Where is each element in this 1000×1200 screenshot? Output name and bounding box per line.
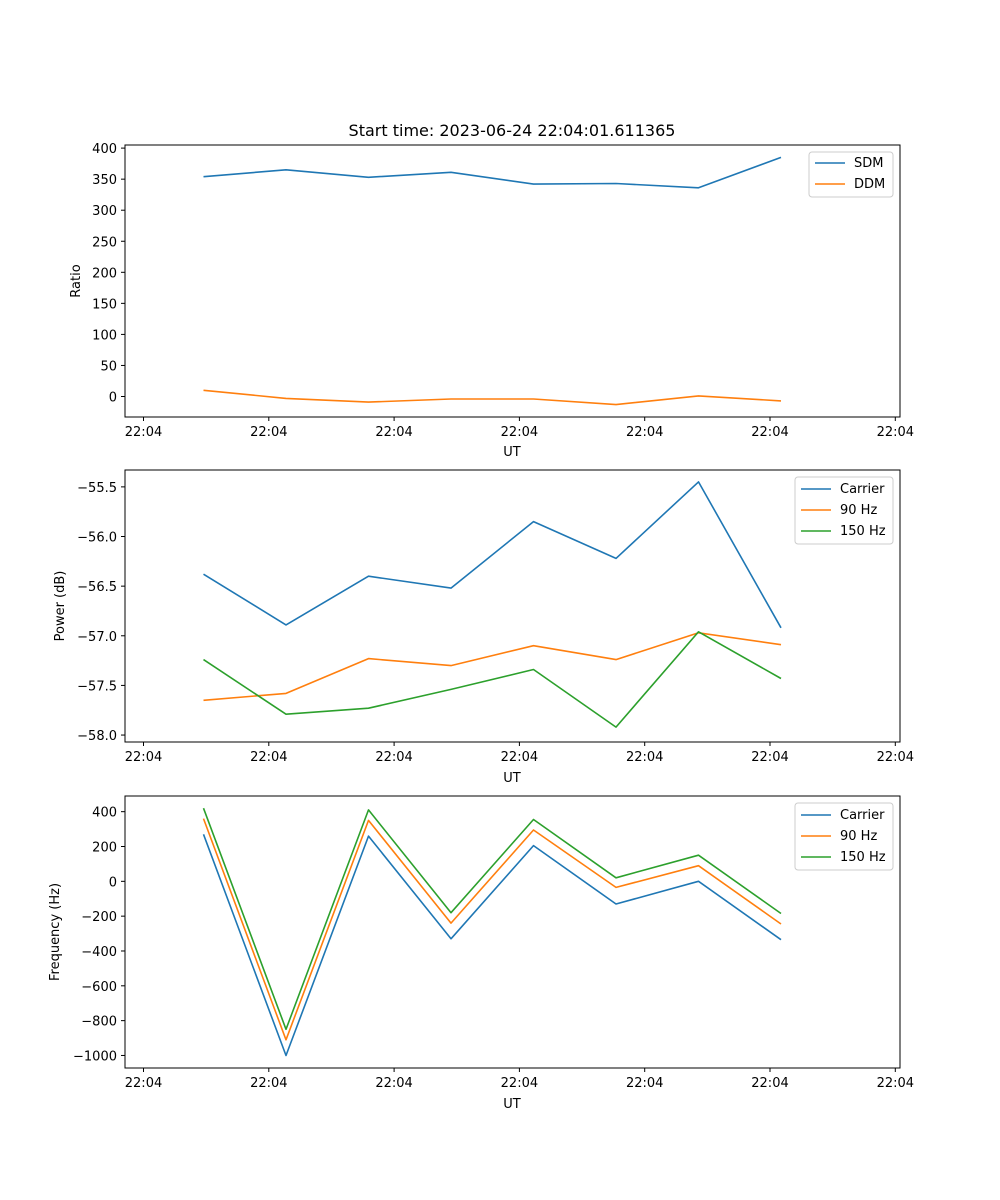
legend-label-sdm: SDM <box>854 156 883 171</box>
series-line-sdm <box>203 156 782 189</box>
plot-area <box>124 469 901 743</box>
x-tick-label: 22:04 <box>375 1076 412 1091</box>
y-tick-label: −200 <box>81 910 117 925</box>
plot-area <box>124 795 901 1069</box>
x-tick-label: 22:04 <box>877 425 914 440</box>
legend-label-ddm: DDM <box>854 177 885 192</box>
y-tick-label: 350 <box>92 173 117 188</box>
y-tick-label: 100 <box>92 328 117 343</box>
series-line-ddm <box>203 389 782 406</box>
x-tick-label: 22:04 <box>877 1076 914 1091</box>
chart-ratio: Start time: 2023-06-24 22:04:01.611365 2… <box>69 121 914 460</box>
y-tick-label: 400 <box>92 806 117 821</box>
y-axis-label: Frequency (Hz) <box>48 883 63 981</box>
legend-label-carrier: Carrier <box>840 482 885 497</box>
x-tick-label: 22:04 <box>751 750 788 765</box>
series-line-90-hz <box>202 818 782 1041</box>
y-axis: −1000 −800 −600 −400 −200 0 200 400 <box>73 806 125 1064</box>
x-tick-label: 22:04 <box>375 425 412 440</box>
legend-label-carrier: Carrier <box>840 808 885 823</box>
x-tick-label: 22:04 <box>501 1076 538 1091</box>
y-tick-label: 200 <box>92 840 117 855</box>
series-lines <box>203 156 782 406</box>
x-axis-label: UT <box>503 445 521 460</box>
x-tick-label: 22:04 <box>125 750 162 765</box>
chart-power: 22:0422:0422:0422:0422:0422:0422:0422:05… <box>53 469 914 786</box>
legend-label-90hz: 90 Hz <box>840 829 877 844</box>
series-line-150-hz <box>202 807 782 1031</box>
x-tick-label: 22:04 <box>250 750 287 765</box>
plot-area <box>124 144 901 418</box>
y-axis-label: Ratio <box>69 264 84 297</box>
y-axis: 0 50 100 150 200 250 300 350 400 <box>92 142 125 406</box>
series-line-carrier <box>202 834 782 1057</box>
x-tick-label: 22:04 <box>501 750 538 765</box>
legend: SDM DDM <box>808 151 894 198</box>
x-tick-label: 22:04 <box>626 750 663 765</box>
legend-label-90hz: 90 Hz <box>840 503 877 518</box>
legend: Carrier 90 Hz 150 Hz <box>794 476 894 545</box>
x-tick-label: 22:04 <box>375 750 412 765</box>
y-tick-label: 300 <box>92 204 117 219</box>
x-tick-label: 22:04 <box>877 750 914 765</box>
x-tick-label: 22:04 <box>250 1076 287 1091</box>
series-line-90-hz <box>203 631 782 702</box>
legend-box <box>794 802 894 871</box>
y-tick-label: 50 <box>100 359 117 374</box>
series-lines <box>203 481 782 728</box>
x-tick-label: 22:04 <box>751 425 788 440</box>
chart-title: Start time: 2023-06-24 22:04:01.611365 <box>349 121 676 140</box>
y-tick-label: −400 <box>81 945 117 960</box>
series-line-carrier <box>203 481 782 629</box>
y-tick-label: 250 <box>92 235 117 250</box>
y-tick-label: −56.0 <box>77 531 117 546</box>
x-tick-label: 22:04 <box>501 425 538 440</box>
x-tick-label: 22:04 <box>626 425 663 440</box>
y-axis: −58.0 −57.5 −57.0 −56.5 −56.0 −55.5 <box>77 481 125 744</box>
y-tick-label: −1000 <box>73 1049 117 1064</box>
y-axis-label: Power (dB) <box>53 571 68 642</box>
x-tick-label: 22:04 <box>125 425 162 440</box>
x-tick-label: 22:04 <box>125 1076 162 1091</box>
y-tick-label: 200 <box>92 266 117 281</box>
y-tick-label: 400 <box>92 142 117 157</box>
y-tick-label: 150 <box>92 297 117 312</box>
x-tick-label: 22:04 <box>626 1076 663 1091</box>
legend: Carrier 90 Hz 150 Hz <box>794 802 894 871</box>
x-tick-label: 22:04 <box>250 425 287 440</box>
legend-label-150hz: 150 Hz <box>840 850 886 865</box>
x-axis-label: UT <box>503 1097 521 1112</box>
y-tick-label: 0 <box>109 875 117 890</box>
series-lines <box>202 807 782 1057</box>
y-tick-label: −57.5 <box>77 679 117 694</box>
x-tick-label: 22:04 <box>751 1076 788 1091</box>
chart-frequency: 22:0422:0422:0422:0422:0422:0422:0422:05… <box>48 795 914 1112</box>
y-tick-label: 0 <box>109 391 117 406</box>
y-tick-label: −57.0 <box>77 630 117 645</box>
series-line-150-hz <box>203 630 782 728</box>
legend-box <box>794 476 894 545</box>
y-tick-label: −55.5 <box>77 481 117 496</box>
y-tick-label: −600 <box>81 980 117 995</box>
y-tick-label: −800 <box>81 1015 117 1030</box>
legend-label-150hz: 150 Hz <box>840 524 886 539</box>
x-axis-label: UT <box>503 771 521 786</box>
y-tick-label: −58.0 <box>77 729 117 744</box>
y-tick-label: −56.5 <box>77 580 117 595</box>
